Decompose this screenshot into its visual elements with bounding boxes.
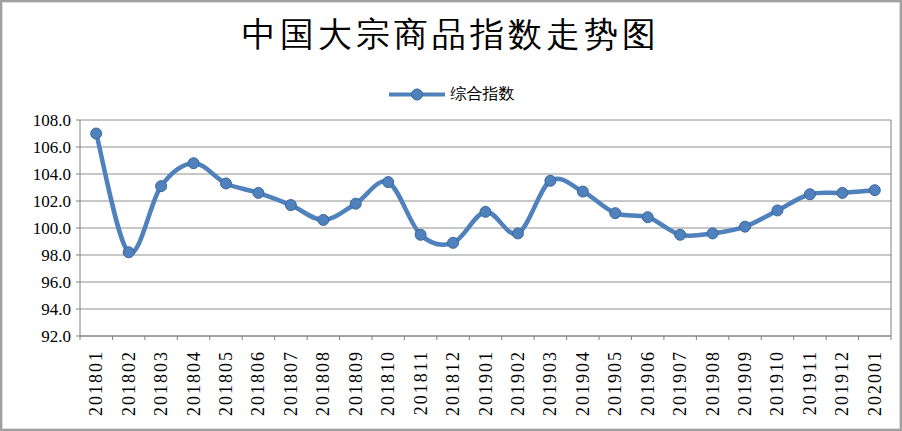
y-tick-label: 98.0	[41, 246, 71, 265]
x-tick-label: 201805	[216, 350, 236, 416]
y-tick-label: 100.0	[33, 219, 71, 238]
x-tick-label: 201803	[151, 350, 171, 416]
x-tick-label: 201812	[443, 350, 463, 416]
data-point-marker	[285, 200, 296, 211]
data-point-marker	[415, 229, 426, 240]
x-tick-label: 201903	[540, 350, 560, 416]
x-tick-label: 201911	[800, 350, 820, 415]
x-tick-label: 201910	[767, 350, 787, 416]
data-point-marker	[480, 206, 491, 217]
x-tick-label: 201912	[832, 350, 852, 416]
data-point-marker	[869, 185, 880, 196]
data-point-marker	[220, 178, 231, 189]
x-tick-label: 201801	[86, 350, 106, 416]
data-point-marker	[837, 187, 848, 198]
data-point-marker	[123, 247, 134, 258]
x-tick-label: 201904	[573, 350, 593, 416]
series-line	[96, 134, 875, 254]
data-point-marker	[448, 237, 459, 248]
data-point-marker	[91, 128, 102, 139]
x-tick-label: 201905	[605, 350, 625, 416]
data-point-marker	[188, 158, 199, 169]
data-point-marker	[253, 187, 264, 198]
x-tick-label: 201810	[378, 350, 398, 416]
y-tick-label: 108.0	[33, 111, 71, 130]
x-tick-label: 201807	[281, 350, 301, 416]
commodity-index-chart: 中国大宗商品指数走势图 综合指数 92.094.096.098.0100.010…	[0, 0, 902, 431]
data-point-marker	[318, 214, 329, 225]
data-point-marker	[707, 228, 718, 239]
data-point-marker	[545, 175, 556, 186]
plot-area: 92.0 94.0 96.0 98.0 100.0 102.0 104.0 106.0 108.…	[2, 2, 902, 431]
x-tick-label: 201809	[346, 350, 366, 416]
x-tick-label: 201907	[670, 350, 690, 416]
data-point-marker	[610, 208, 621, 219]
data-point-marker	[675, 229, 686, 240]
y-tick-label: 104.0	[33, 165, 71, 184]
data-point-marker	[156, 181, 167, 192]
x-tick-label: 201901	[476, 350, 496, 416]
data-point-marker	[383, 177, 394, 188]
x-tick-label: 201906	[638, 350, 658, 416]
y-tick-label: 92.0	[41, 327, 71, 346]
x-tick-label: 201908	[703, 350, 723, 416]
data-point-marker	[772, 205, 783, 216]
x-tick-label: 201804	[184, 350, 204, 416]
data-point-marker	[804, 189, 815, 200]
y-tick-label: 94.0	[41, 300, 71, 319]
x-tick-label: 201806	[248, 350, 268, 416]
y-tick-label: 102.0	[33, 192, 71, 211]
y-tick-label: 106.0	[33, 138, 71, 157]
x-tick-label: 201902	[508, 350, 528, 416]
data-point-marker	[350, 198, 361, 209]
data-point-marker	[642, 212, 653, 223]
data-point-marker	[740, 221, 751, 232]
x-tick-label: 201802	[119, 350, 139, 416]
x-tick-label: 202001	[865, 350, 885, 416]
x-tick-label: 201909	[735, 350, 755, 416]
data-point-marker	[512, 228, 523, 239]
data-point-marker	[577, 186, 588, 197]
x-tick-label: 201808	[313, 350, 333, 416]
y-tick-label: 96.0	[41, 273, 71, 292]
x-tick-label: 201811	[411, 350, 431, 415]
